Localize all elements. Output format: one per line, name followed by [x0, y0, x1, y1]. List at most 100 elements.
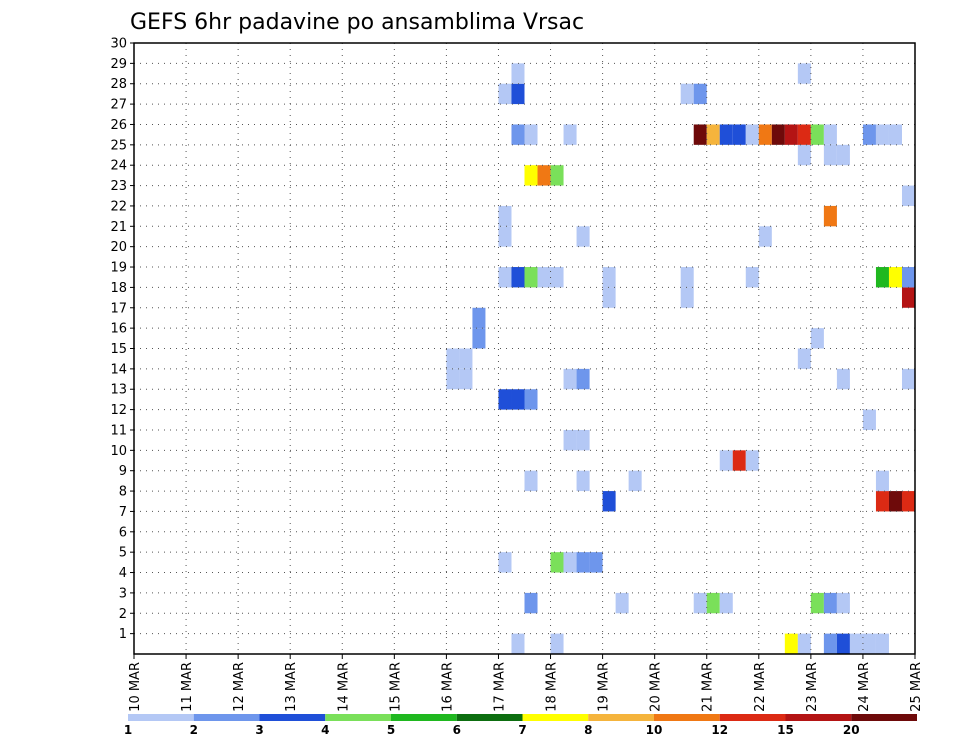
legend-swatch — [719, 714, 786, 721]
heatmap-cell — [836, 633, 850, 654]
legend-swatch — [654, 714, 720, 721]
heatmap-cell — [446, 348, 460, 369]
y-tick-label: 18 — [110, 281, 127, 296]
heatmap-cell — [511, 83, 525, 105]
heatmap-cell — [628, 470, 642, 492]
heatmap-cell — [602, 287, 616, 308]
heatmap-cell — [563, 552, 577, 573]
legend-label: 5 — [387, 723, 395, 737]
heatmap-cell — [901, 491, 915, 512]
heatmap-cell — [797, 63, 811, 84]
heatmap-cell — [563, 429, 577, 451]
heatmap-cell — [524, 165, 538, 186]
heatmap-cell — [862, 633, 876, 654]
y-tick-label: 1 — [119, 627, 127, 642]
heatmap-cell — [472, 328, 486, 349]
heatmap-cell — [862, 409, 876, 430]
y-tick-label: 19 — [110, 261, 127, 276]
heatmap-cell — [563, 368, 577, 390]
y-tick-label: 4 — [119, 566, 127, 581]
y-tick-label: 12 — [110, 403, 127, 418]
heatmap-cell — [459, 348, 473, 369]
grid-layer — [134, 43, 915, 654]
y-tick-label: 2 — [119, 607, 127, 622]
x-tick-label: 25 MAR — [909, 662, 924, 712]
legend-label: 10 — [646, 723, 663, 737]
heatmap-cell — [706, 124, 720, 145]
heatmap-cell — [771, 124, 785, 145]
heatmap-cell — [901, 287, 915, 308]
x-tick-label: 12 MAR — [232, 662, 247, 712]
heatmap-cell — [550, 552, 564, 573]
heatmap-cell — [875, 491, 889, 512]
heatmap-cell — [693, 83, 707, 105]
x-tick-label: 15 MAR — [388, 662, 403, 712]
heatmap-cell — [745, 450, 759, 471]
y-tick-label: 29 — [110, 57, 127, 72]
heatmap-cell — [810, 124, 824, 145]
heatmap-cell — [537, 267, 551, 288]
y-axis: 1234567891011121314151617181920212223242… — [110, 37, 134, 642]
y-tick-label: 15 — [110, 342, 127, 357]
heatmap-cell — [693, 592, 707, 614]
heatmap-cell — [823, 144, 837, 166]
y-tick-label: 21 — [110, 220, 127, 235]
legend-swatch — [851, 714, 917, 721]
heatmap-cell — [719, 124, 733, 145]
heatmap-cell — [498, 226, 512, 247]
y-tick-label: 11 — [110, 423, 127, 438]
heatmap-cell — [524, 592, 538, 614]
heatmap-cell — [511, 267, 525, 288]
heatmap-cell — [849, 633, 863, 654]
legend-label: 15 — [777, 723, 794, 737]
heatmap-cell — [797, 144, 811, 166]
legend-swatch — [193, 714, 260, 721]
y-tick-label: 9 — [119, 464, 127, 479]
heatmap-cell — [602, 267, 616, 288]
heatmap-cell — [706, 592, 720, 614]
heatmap-cell — [680, 83, 694, 105]
y-tick-label: 13 — [110, 383, 127, 398]
heatmap-cell — [511, 389, 525, 410]
heatmap-cell — [823, 633, 837, 654]
heatmap-cell — [576, 552, 590, 573]
heatmap-cell — [693, 124, 707, 145]
legend-swatch — [128, 714, 194, 721]
heatmap-cell — [901, 185, 915, 206]
y-tick-label: 25 — [110, 138, 127, 153]
y-tick-label: 28 — [110, 77, 127, 92]
heatmap-cell — [719, 450, 733, 471]
legend-label: 12 — [711, 723, 728, 737]
heatmap-cell — [550, 633, 564, 654]
heatmap-cell — [615, 592, 629, 614]
heatmap-cell — [862, 124, 876, 145]
heatmap-cell — [524, 389, 538, 410]
heatmap-cell — [810, 328, 824, 349]
x-tick-label: 13 MAR — [284, 662, 299, 712]
legend-swatch — [785, 714, 852, 721]
heatmap-cell — [498, 267, 512, 288]
heatmap-cell — [680, 287, 694, 308]
heatmap-cell — [498, 389, 512, 410]
x-tick-label: 10 MAR — [128, 662, 143, 712]
y-tick-label: 22 — [110, 199, 127, 214]
heatmap-cell — [823, 205, 837, 227]
y-tick-label: 10 — [110, 444, 127, 459]
legend-swatch — [522, 714, 589, 721]
heatmap-cell — [719, 592, 733, 614]
heatmap-cell — [836, 592, 850, 614]
heatmap-cell — [576, 470, 590, 492]
legend-label: 6 — [453, 723, 461, 737]
heatmap-cell — [758, 124, 772, 145]
y-tick-label: 8 — [119, 485, 127, 500]
y-tick-label: 7 — [119, 505, 127, 520]
heatmap-cell — [901, 267, 915, 288]
x-tick-label: 19 MAR — [597, 662, 612, 712]
legend-swatch — [588, 714, 654, 721]
legend-label: 1 — [124, 723, 132, 737]
heatmap-cell — [901, 368, 915, 390]
x-tick-label: 24 MAR — [857, 662, 872, 712]
heatmap-cell — [576, 368, 590, 390]
heatmap-cell — [797, 348, 811, 369]
